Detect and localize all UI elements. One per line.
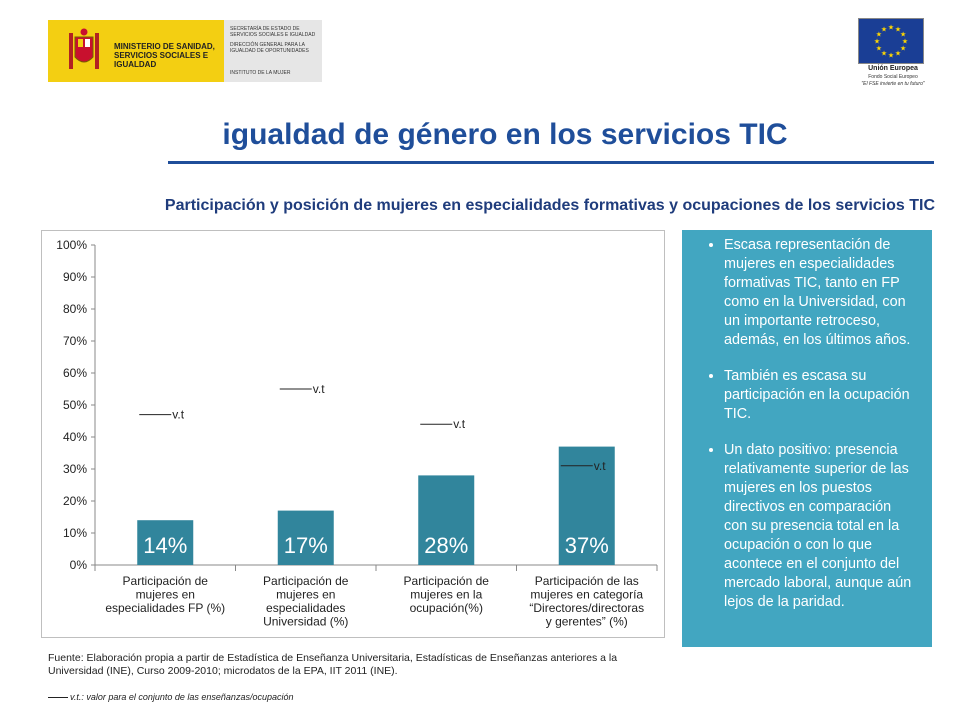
bar-chart: 0% 10% 20% 30% 40% 50% 60% 70% 80% 90% 100% 14% v.t P… bbox=[41, 230, 665, 638]
category-label: mujeres en bbox=[136, 588, 195, 602]
coat-of-arms-icon bbox=[69, 28, 99, 69]
bar-data-label: 14% bbox=[143, 533, 187, 558]
category-label: mujeres en bbox=[276, 588, 335, 602]
page-title: igualdad de género en los servicios TIC bbox=[222, 118, 788, 151]
y-tick-label: 90% bbox=[63, 270, 87, 284]
eu-star-icon: ★ bbox=[874, 38, 880, 46]
eu-star-icon: ★ bbox=[900, 45, 906, 53]
eu-star-icon: ★ bbox=[902, 38, 908, 46]
category-label: Participación de bbox=[263, 574, 349, 588]
eu-star-icon: ★ bbox=[881, 50, 887, 58]
instituto-name: INSTITUTO DE LA MUJER bbox=[230, 70, 291, 76]
bar bbox=[137, 520, 194, 565]
bar-data-label: 17% bbox=[284, 533, 328, 558]
chart-svg: 0% 10% 20% 30% 40% 50% 60% 70% 80% 90% 100% 14% v.t P… bbox=[56, 238, 658, 629]
reference-label: v.t bbox=[453, 417, 465, 431]
title-divider bbox=[168, 161, 934, 164]
eu-motto: "El FSE invierte en tu futuro" bbox=[861, 81, 925, 87]
bar bbox=[418, 475, 475, 565]
eu-name: Unión Europea bbox=[868, 65, 918, 72]
category-label: especialidades FP (%) bbox=[105, 601, 225, 615]
reference-label: v.t bbox=[594, 459, 606, 473]
eu-star-icon: ★ bbox=[900, 31, 906, 39]
eu-star-icon: ★ bbox=[876, 45, 882, 53]
eu-flag-icon: ★ ★ ★ ★ ★ ★ ★ ★ ★ ★ ★ ★ bbox=[858, 18, 924, 64]
insight-item: Escasa representación de mujeres en espe… bbox=[724, 236, 918, 350]
insight-item: Un dato positivo: presencia relativament… bbox=[724, 441, 918, 612]
secretaria-name: SECRETARÍA DE ESTADO DE SERVICIOS SOCIAL… bbox=[230, 26, 316, 38]
y-tick-label: 20% bbox=[63, 494, 87, 508]
page-subtitle: Participación y posición de mujeres en e… bbox=[164, 197, 935, 214]
category-label: especialidades bbox=[266, 601, 345, 615]
y-tick-label: 50% bbox=[63, 398, 87, 412]
eu-star-icon: ★ bbox=[895, 50, 901, 58]
y-tick-label: 60% bbox=[63, 366, 87, 380]
ministry-name: MINISTERIO DE SANIDAD, SERVICIOS SOCIALE… bbox=[114, 42, 215, 69]
insight-item: También es escasa su participación en la… bbox=[724, 367, 918, 424]
insights-panel: Escasa representación de mujeres en espe… bbox=[682, 230, 932, 647]
reference-label: v.t bbox=[172, 408, 184, 422]
agency-names: SECRETARÍA DE ESTADO DE SERVICIOS SOCIAL… bbox=[230, 26, 322, 54]
reference-label: v.t bbox=[313, 382, 325, 396]
bar bbox=[558, 446, 615, 565]
y-tick-label: 80% bbox=[63, 302, 87, 316]
category-label: “Directores/directoras bbox=[529, 601, 644, 615]
eu-fund: Fondo Social Europeo bbox=[868, 74, 918, 80]
eu-star-icon: ★ bbox=[895, 25, 901, 33]
eu-logo: ★ ★ ★ ★ ★ ★ ★ ★ ★ ★ ★ ★ Unión Europea Fondo Social … bbox=[850, 18, 940, 94]
category-label: Participación de las bbox=[535, 574, 639, 588]
bar bbox=[277, 510, 334, 565]
y-tick-label: 100% bbox=[56, 238, 87, 252]
agency-panel bbox=[224, 20, 322, 82]
y-tick-label: 10% bbox=[63, 526, 87, 540]
y-tick-label: 70% bbox=[63, 334, 87, 348]
insights-list: Escasa representación de mujeres en espe… bbox=[700, 236, 918, 612]
y-tick-label: 30% bbox=[63, 462, 87, 476]
category-label: y gerentes” (%) bbox=[546, 615, 628, 629]
eu-star-icon: ★ bbox=[881, 25, 887, 33]
vt-note: v.t.: valor para el conjunto de las ense… bbox=[48, 692, 293, 702]
bar-data-label: 28% bbox=[424, 533, 468, 558]
category-label: Participación de bbox=[123, 574, 209, 588]
category-label: mujeres en categoría bbox=[530, 588, 643, 602]
category-label: Participación de bbox=[404, 574, 490, 588]
category-label: mujeres en la bbox=[410, 588, 482, 602]
bar-data-label: 37% bbox=[565, 533, 609, 558]
y-tick-label: 40% bbox=[63, 430, 87, 444]
category-label: ocupación(%) bbox=[410, 601, 483, 615]
y-tick-label: 0% bbox=[70, 558, 88, 572]
vt-note-text: v.t.: valor para el conjunto de las ense… bbox=[70, 692, 294, 702]
direccion-name: DIRECCIÓN GENERAL PARA LA IGUALDAD DE OP… bbox=[230, 42, 309, 54]
vt-legend-line bbox=[48, 697, 68, 698]
ministry-logo: MINISTERIO DE SANIDAD, SERVICIOS SOCIALE… bbox=[48, 20, 322, 82]
source-note: Fuente: Elaboración propia a partir de E… bbox=[48, 652, 618, 677]
eu-star-icon: ★ bbox=[876, 31, 882, 39]
eu-star-icon: ★ bbox=[888, 52, 894, 60]
eu-star-icon: ★ bbox=[888, 24, 894, 32]
category-label: Universidad (%) bbox=[263, 615, 348, 629]
